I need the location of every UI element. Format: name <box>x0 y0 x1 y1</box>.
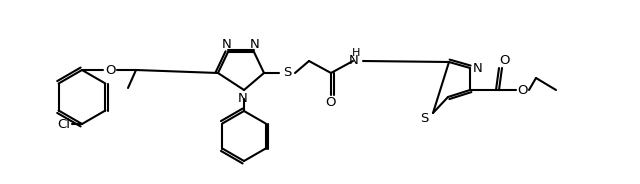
Text: S: S <box>283 66 291 79</box>
Text: H: H <box>352 48 360 58</box>
Text: O: O <box>326 96 336 109</box>
Text: N: N <box>349 54 359 68</box>
Text: N: N <box>222 38 232 50</box>
Text: N: N <box>250 38 260 50</box>
Text: O: O <box>518 84 528 96</box>
Text: O: O <box>499 54 509 68</box>
Text: Cl: Cl <box>58 118 70 130</box>
Text: N: N <box>473 61 483 75</box>
Text: S: S <box>420 112 428 125</box>
Text: O: O <box>105 63 115 77</box>
Text: N: N <box>238 93 248 105</box>
